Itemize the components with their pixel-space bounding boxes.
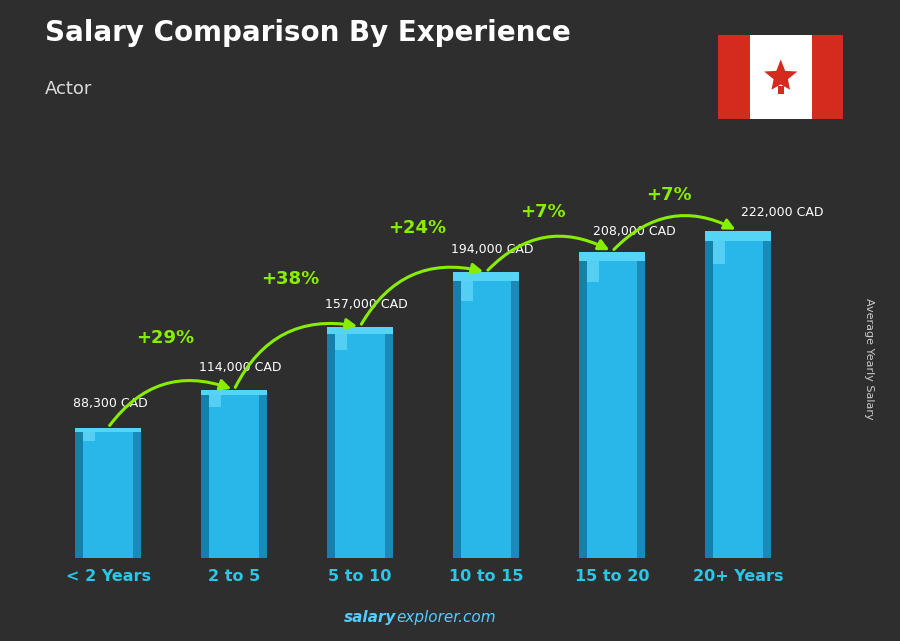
Text: 222,000 CAD: 222,000 CAD bbox=[741, 206, 823, 219]
Bar bbox=[202, 390, 266, 395]
Text: 208,000 CAD: 208,000 CAD bbox=[593, 224, 676, 238]
Bar bbox=[713, 241, 725, 263]
Bar bbox=[76, 428, 83, 558]
Text: +7%: +7% bbox=[520, 203, 565, 221]
Text: explorer.com: explorer.com bbox=[396, 610, 496, 625]
Bar bbox=[76, 428, 140, 558]
Wedge shape bbox=[843, 119, 848, 124]
Bar bbox=[328, 326, 392, 333]
Bar bbox=[209, 395, 220, 406]
Bar bbox=[778, 86, 784, 94]
Bar bbox=[718, 35, 750, 119]
Bar bbox=[587, 261, 599, 282]
Bar bbox=[335, 333, 346, 350]
Bar bbox=[202, 390, 209, 558]
Bar bbox=[706, 231, 770, 241]
Bar bbox=[328, 326, 392, 558]
Bar bbox=[133, 428, 140, 558]
Bar bbox=[706, 231, 770, 558]
Text: +24%: +24% bbox=[388, 219, 446, 237]
Bar bbox=[328, 326, 335, 558]
Text: Salary Comparison By Experience: Salary Comparison By Experience bbox=[45, 19, 571, 47]
Bar bbox=[637, 251, 644, 558]
Text: +38%: +38% bbox=[262, 270, 320, 288]
Text: 194,000 CAD: 194,000 CAD bbox=[451, 243, 533, 256]
Bar bbox=[812, 35, 843, 119]
Bar bbox=[454, 272, 461, 558]
Wedge shape bbox=[843, 30, 848, 35]
Text: +7%: +7% bbox=[646, 186, 691, 204]
Bar bbox=[202, 390, 266, 558]
Text: Average Yearly Salary: Average Yearly Salary bbox=[863, 298, 874, 420]
Bar bbox=[83, 431, 94, 441]
Text: 157,000 CAD: 157,000 CAD bbox=[325, 297, 408, 311]
Bar bbox=[76, 428, 140, 431]
Bar bbox=[706, 231, 713, 558]
FancyBboxPatch shape bbox=[716, 33, 845, 121]
Text: +29%: +29% bbox=[136, 329, 194, 347]
Text: 88,300 CAD: 88,300 CAD bbox=[73, 397, 148, 410]
Bar bbox=[454, 272, 518, 281]
Text: salary: salary bbox=[344, 610, 396, 625]
Wedge shape bbox=[714, 30, 718, 35]
Bar bbox=[259, 390, 266, 558]
Text: Actor: Actor bbox=[45, 80, 93, 98]
Bar bbox=[580, 251, 644, 558]
Text: 114,000 CAD: 114,000 CAD bbox=[199, 361, 281, 374]
Bar bbox=[763, 231, 770, 558]
Bar bbox=[511, 272, 518, 558]
Bar bbox=[385, 326, 392, 558]
PathPatch shape bbox=[764, 60, 797, 90]
Bar bbox=[580, 251, 587, 558]
Bar bbox=[454, 272, 518, 558]
Bar bbox=[580, 251, 644, 261]
Bar bbox=[461, 281, 472, 301]
Wedge shape bbox=[714, 119, 718, 124]
